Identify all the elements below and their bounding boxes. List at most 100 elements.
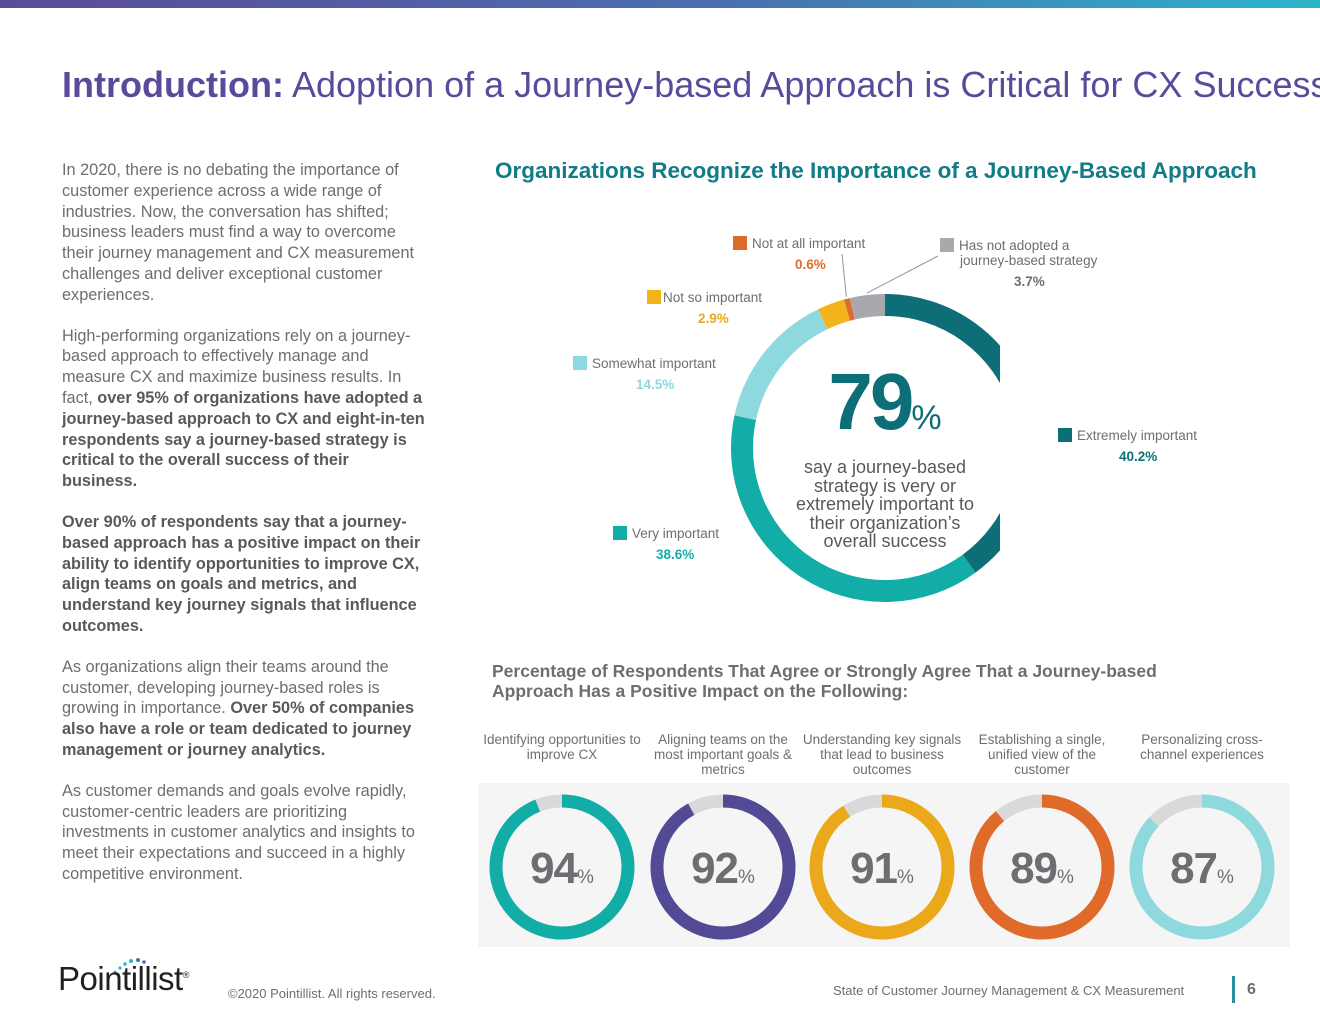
legend-swatch-very bbox=[613, 526, 627, 540]
intro-paragraph-3: Over 90% of respondents say that a journ… bbox=[62, 512, 427, 637]
ring-svg bbox=[650, 794, 796, 940]
ring-label: Establishing a single, unified view of t… bbox=[978, 732, 1106, 777]
page-title: Introduction: Adoption of a Journey-base… bbox=[62, 64, 1320, 106]
ring-card: Establishing a single, unified view of t… bbox=[961, 732, 1123, 942]
pointillist-logo: Pointillist® bbox=[58, 960, 189, 998]
importance-donut-chart bbox=[731, 253, 1000, 602]
legend-very: Very important 38.6% bbox=[613, 526, 719, 562]
page-title-bold: Introduction: bbox=[62, 64, 284, 105]
report-name: State of Customer Journey Management & C… bbox=[833, 983, 1185, 998]
ring-wrap: 89% bbox=[967, 792, 1117, 942]
copyright-notice: ©2020 Pointillist. All rights reserved. bbox=[228, 986, 436, 1001]
donut-center-callout: 79% say a journey-based strategy is very… bbox=[785, 362, 985, 551]
ring-label: Identifying opportunities to improve CX bbox=[483, 732, 641, 762]
center-unit: % bbox=[911, 399, 942, 437]
p4-bold: Over 50% of companies also have a role o… bbox=[62, 699, 415, 759]
ring-svg bbox=[809, 794, 955, 940]
ring-number: 87 bbox=[1170, 844, 1218, 893]
legend-not-adopted: Has not adopted a journey-based strategy… bbox=[940, 238, 1097, 289]
p4-plain: As organizations align their teams aroun… bbox=[62, 657, 389, 718]
intro-paragraph-1: In 2020, there is no debating the import… bbox=[62, 161, 415, 304]
legend-value-extremely: 40.2% bbox=[1119, 449, 1158, 464]
legend-value-not-at-all: 0.6% bbox=[795, 257, 826, 272]
center-big-number: 79% bbox=[785, 362, 985, 458]
legend-label-very: Very important bbox=[632, 526, 720, 541]
ring-card: Aligning teams on the most important goa… bbox=[642, 732, 804, 942]
impact-section-title: Percentage of Respondents That Agree or … bbox=[492, 661, 1157, 701]
legend-label-not-adopted-2: journey-based strategy bbox=[960, 253, 1098, 268]
ring-card: Understanding key signals that lead to b… bbox=[801, 732, 963, 942]
legend-not-so: Not so important 2.9% bbox=[647, 290, 762, 326]
ring-value: 91% bbox=[807, 844, 957, 894]
ring-wrap: 91% bbox=[807, 792, 957, 942]
ring-svg bbox=[1129, 794, 1275, 940]
ring-wrap: 87% bbox=[1127, 792, 1277, 942]
legend-value-not-adopted: 3.7% bbox=[1014, 274, 1045, 289]
ring-unit: % bbox=[577, 867, 594, 888]
ring-card: Personalizing cross-channel experiences … bbox=[1121, 732, 1283, 942]
ring-number: 91 bbox=[850, 844, 898, 893]
donut-slice-has-not-adopted-a-journey-based-strategy bbox=[849, 294, 886, 320]
ring-value: 92% bbox=[648, 844, 798, 894]
ring-value-arc bbox=[1129, 794, 1275, 940]
ring-number: 92 bbox=[691, 844, 739, 893]
ring-unit: % bbox=[1217, 867, 1234, 888]
legend-swatch-not-at-all bbox=[733, 236, 747, 250]
legend-value-not-so: 2.9% bbox=[698, 311, 729, 326]
p2-plain: High-performing organizations rely on a … bbox=[62, 326, 411, 407]
legend-value-somewhat: 14.5% bbox=[636, 377, 675, 392]
ring-label: Understanding key signals that lead to b… bbox=[802, 732, 962, 777]
ring-value: 94% bbox=[487, 844, 637, 894]
page-title-rest: Adoption of a Journey-based Approach is … bbox=[283, 64, 1320, 105]
donut-leader-line bbox=[866, 255, 939, 294]
donut-slice-not-at-all-important bbox=[844, 298, 855, 321]
ring-value-arc bbox=[489, 794, 635, 940]
ring-svg bbox=[489, 794, 635, 940]
legend-label-not-adopted-1: Has not adopted a bbox=[959, 238, 1070, 253]
ring-value-arc bbox=[650, 794, 796, 940]
ring-value-arc bbox=[809, 794, 955, 940]
donut-slice-very-important bbox=[731, 415, 976, 602]
legend-somewhat: Somewhat important 14.5% bbox=[573, 356, 716, 392]
ring-value-arc bbox=[969, 794, 1115, 940]
legend-swatch-extremely bbox=[1058, 428, 1072, 442]
ring-value: 89% bbox=[967, 844, 1117, 894]
donut-leader-line bbox=[841, 253, 847, 297]
logo-wordmark: Pointillist bbox=[58, 960, 183, 997]
legend-swatch-not-so bbox=[647, 290, 661, 304]
intro-text-column: In 2020, there is no debating the import… bbox=[62, 160, 427, 905]
intro-paragraph-4: As organizations align their teams aroun… bbox=[62, 657, 427, 761]
ring-number: 89 bbox=[1010, 844, 1058, 893]
ring-card: Identifying opportunities to improve CX … bbox=[481, 732, 643, 942]
donut-slice-somewhat-important bbox=[734, 309, 828, 421]
donut-chart-title: Organizations Recognize the Importance o… bbox=[495, 158, 1257, 183]
legend-label-somewhat: Somewhat important bbox=[592, 356, 716, 371]
ring-svg bbox=[969, 794, 1115, 940]
page-number: 6 bbox=[1247, 981, 1256, 998]
ring-wrap: 92% bbox=[648, 792, 798, 942]
ring-value: 87% bbox=[1127, 844, 1277, 894]
legend-label-not-at-all: Not at all important bbox=[752, 236, 866, 251]
ring-number: 94 bbox=[530, 844, 578, 893]
intro-paragraph-2: High-performing organizations rely on a … bbox=[62, 326, 427, 492]
page-number-divider bbox=[1232, 976, 1235, 1003]
p2-bold: over 95% of organizations have adopted a… bbox=[62, 388, 425, 491]
legend-swatch-not-adopted bbox=[940, 238, 954, 252]
center-description: say a journey-based strategy is very or … bbox=[795, 457, 975, 551]
legend-label-extremely: Extremely important bbox=[1077, 428, 1198, 443]
legend-extremely: Extremely important 40.2% bbox=[1058, 428, 1197, 464]
p3-bold: Over 90% of respondents say that a journ… bbox=[62, 512, 421, 635]
legend-value-very: 38.6% bbox=[656, 547, 695, 562]
center-value: 79 bbox=[828, 357, 914, 446]
ring-label: Aligning teams on the most important goa… bbox=[653, 732, 793, 777]
donut-slice-extremely-important bbox=[884, 294, 1000, 573]
pointillist-logo-dots bbox=[113, 958, 146, 974]
legend-swatch-somewhat bbox=[573, 356, 587, 370]
ring-label: Personalizing cross-channel experiences bbox=[1140, 732, 1264, 762]
ring-wrap: 94% bbox=[487, 792, 637, 942]
ring-unit: % bbox=[1057, 867, 1074, 888]
legend-not-at-all: Not at all important 0.6% bbox=[733, 236, 865, 272]
legend-label-not-so: Not so important bbox=[663, 290, 763, 305]
top-gradient-bar bbox=[0, 0, 1320, 8]
ring-unit: % bbox=[738, 867, 755, 888]
